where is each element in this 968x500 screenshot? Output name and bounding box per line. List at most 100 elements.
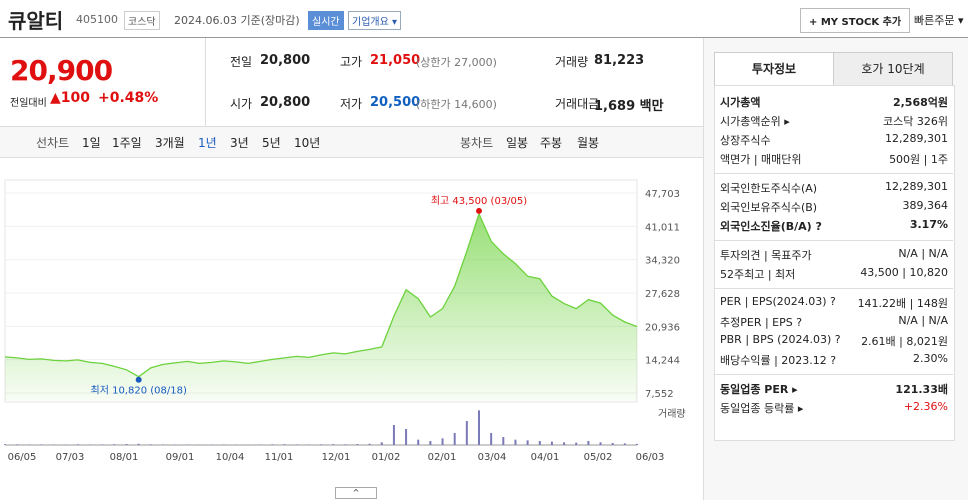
info-label: 외국인보유주식수(B) [720,201,818,214]
period-tab[interactable]: 1년 [198,136,217,150]
collapse-button[interactable]: ^ [335,487,377,499]
volume-bar [429,441,432,445]
x-tick-label: 09/01 [166,452,195,463]
y-tick-label: 47,703 [645,189,680,200]
info-value: 3.17% [909,218,948,231]
volume-bar [271,444,274,445]
volume-bar [563,442,566,445]
info-value: 2,568억원 [892,96,948,109]
x-tick-label: 01/02 [372,452,401,463]
candle-tab[interactable]: 주봉 [540,136,563,150]
volume-bar [502,437,505,445]
y-tick-label: 41,011 [645,222,680,233]
volume-bar [259,444,262,445]
period-tab[interactable]: 5년 [262,136,281,150]
quote-label: 거래대금 [555,97,600,111]
volume-bar [417,439,420,445]
section-rule [714,173,953,174]
info-label: 동일업종 등락률 ▸ [720,402,804,415]
x-tick-label: 02/01 [428,452,457,463]
candle-tab[interactable]: 일봉 [506,136,529,150]
info-label: 시가총액 [720,96,761,109]
overview-button[interactable]: 기업개요 ▾ [348,11,401,30]
quote-label: 고가 [340,55,363,69]
volume-bar [368,443,371,445]
period-tab[interactable]: 1일 [82,136,101,150]
change-label: 전일대비 [10,98,47,109]
x-tick-label: 10/04 [216,452,245,463]
mystock-button[interactable]: + MY STOCK 추가 [800,8,911,33]
period-bar [0,127,703,158]
volume-bar [222,444,225,445]
x-tick-label: 11/01 [265,452,294,463]
quote-label: 시가 [230,97,253,111]
period-tab[interactable]: 1주일 [112,136,142,150]
volume-bar [16,444,19,445]
y-tick-label: 7,552 [645,389,674,400]
quote-value: 81,223 [594,53,645,68]
low-marker [135,376,142,383]
volume-bar [295,444,298,445]
section-rule [714,374,953,375]
plot-frame [4,179,638,403]
info-tab[interactable]: 호가 10단계 [833,52,953,86]
quote-value: 21,050 [370,53,421,68]
volume-bar [4,444,6,445]
header-rule [0,37,968,38]
x-tick-label: 03/04 [478,452,507,463]
quote-note: (상한가 27,000) [416,56,497,69]
volume-bar [538,441,541,445]
volume-bar [28,444,31,445]
price-chart: 47,703 41,011 34,320 27,628 20,936 14,244 7,55… [4,179,686,463]
quote-value: 20,800 [260,53,311,68]
volume-bar [344,444,347,445]
volume-bar [89,444,92,445]
volume-bar [283,444,286,445]
quote-label: 거래량 [555,55,589,69]
quote-value: 20,800 [260,95,311,110]
change-rate: +0.48% [98,90,159,106]
volume-label: 거래량 [658,408,686,420]
period-tab[interactable]: 3년 [230,136,249,150]
change: ▲100 [50,90,90,106]
volume-bar [575,442,578,445]
y-tick-label: 27,628 [645,289,680,300]
stock-code: 405100 [76,13,118,26]
info-value: 12,289,301 [885,180,948,193]
quote-label: 저가 [340,97,363,111]
x-tick-label: 07/03 [56,452,85,463]
volume-bar [550,441,553,445]
info-value: 141.22배 | 148원 [857,297,948,310]
info-value: 2.61배 | 8,021원 [861,335,948,348]
volume-bar [526,440,529,445]
volume-bar [623,443,626,445]
info-label: 시가총액순위 ▸ [720,115,790,128]
current-price: 20,900 [10,54,113,87]
divider [205,38,206,126]
y-tick-label: 20,936 [645,322,680,333]
info-label: 추정PER | EPS ? [720,316,803,329]
volume-bar [587,441,590,445]
volume-bar [478,410,480,445]
quote-value: 1,689 백만 [594,99,664,114]
x-tick-label: 05/02 [584,452,613,463]
x-tick-label: 06/03 [636,452,665,463]
section-rule [714,288,953,289]
quick-order[interactable]: 빠른주문 ▾ [914,14,964,27]
info-label: PBR | BPS (2024.03) ? [720,333,841,346]
info-value: +2.36% [903,400,948,413]
volume-bar [186,444,189,445]
info-label: 외국인소진율(B/A) ? [720,220,822,233]
realtime-badge[interactable]: 실시간 [308,11,344,30]
volume-bar [453,433,456,445]
candle-tab[interactable]: 월봉 [577,136,600,150]
section-rule [714,240,953,241]
period-tab[interactable]: 3개월 [155,136,185,150]
high-marker [476,207,482,214]
period-tab[interactable]: 10년 [294,136,321,150]
info-tab[interactable]: 투자정보 [714,52,834,86]
info-label: 투자의견 | 목표주가 [720,249,812,262]
date: 2024.06.03 기준(장마감) [174,14,300,27]
volume-bar [40,444,43,445]
